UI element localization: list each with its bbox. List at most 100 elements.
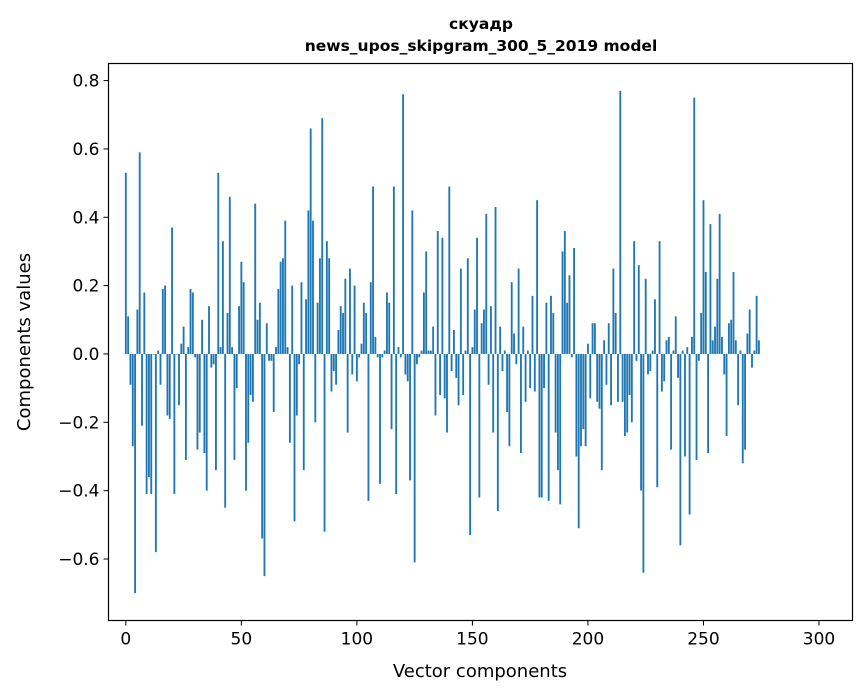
bar [640,353,643,491]
bar [288,353,291,443]
x-tick-label: 150 [456,630,488,650]
bar [178,353,180,406]
bar [275,347,277,354]
bar [265,323,268,354]
bar [561,251,564,354]
bar [453,330,455,354]
x-tick-label: 50 [231,630,253,650]
bar [355,353,358,382]
bar [212,353,215,365]
bar [737,353,740,406]
bar [247,353,250,443]
bar [409,353,411,481]
bar [129,353,132,385]
bar [240,261,243,354]
bar [503,350,506,354]
bar [533,353,536,392]
bar [307,210,310,354]
bar [684,353,686,457]
bar [328,258,331,354]
bar [337,330,340,354]
bar [422,292,425,354]
bar [224,353,227,508]
bar [416,353,418,365]
bar [746,333,749,354]
bar [718,213,721,354]
bar [365,312,368,354]
bar [526,350,529,354]
bar [418,353,421,358]
bar [194,353,197,358]
chart-title-line-2: news_upos_skipgram_300_5_2019 model [305,37,658,55]
bar [524,353,527,402]
bar [489,306,492,354]
bar [589,353,592,399]
bar [402,94,405,354]
bar [580,353,582,447]
bar [654,299,656,354]
bar [219,347,222,354]
bar [138,152,141,354]
bar [649,353,652,372]
bar [508,353,511,447]
bar [249,353,252,395]
bar [577,353,580,529]
bar [312,220,314,354]
bar [254,203,257,354]
bar [392,186,395,354]
bar [686,347,689,354]
bar [700,312,703,354]
bar [427,350,430,354]
bar [349,268,351,354]
bar [201,319,203,354]
bar [131,353,134,447]
bar [166,353,169,416]
bar [367,353,370,501]
bar [154,353,157,553]
x-tick-label: 100 [341,630,373,650]
bar [210,353,213,368]
y-tick-label: −0.2 [58,413,99,433]
bar [226,312,229,354]
bar [513,333,515,354]
bar [755,295,758,354]
bar [605,353,608,385]
bar [536,200,539,354]
bar [457,353,460,406]
y-tick-label: 0.8 [72,72,99,92]
bar [228,196,231,354]
bar [734,340,737,354]
bar [439,353,441,395]
bar [309,128,312,354]
bar [291,285,294,354]
bar [610,353,612,406]
bar [300,282,303,354]
bar [284,220,287,354]
x-tick-label: 300 [803,630,835,650]
bar [215,353,217,471]
bar [279,261,282,354]
bar [584,353,587,447]
bar [143,292,146,354]
bar [748,309,751,354]
bar [494,207,497,354]
bar [660,353,663,392]
bar [353,285,356,354]
bar [298,353,301,365]
bar [499,326,502,354]
bar [517,268,520,354]
bar [446,353,448,433]
bar [191,292,194,354]
x-tick-label: 0 [120,630,131,650]
bar [751,353,753,368]
bar [714,326,716,354]
bar [716,278,719,354]
bar [314,353,317,423]
bar [707,353,710,454]
bar [173,353,176,495]
bar [679,353,682,546]
bar [450,353,453,372]
bar [744,353,746,450]
bar [619,90,622,354]
bar [372,186,374,354]
